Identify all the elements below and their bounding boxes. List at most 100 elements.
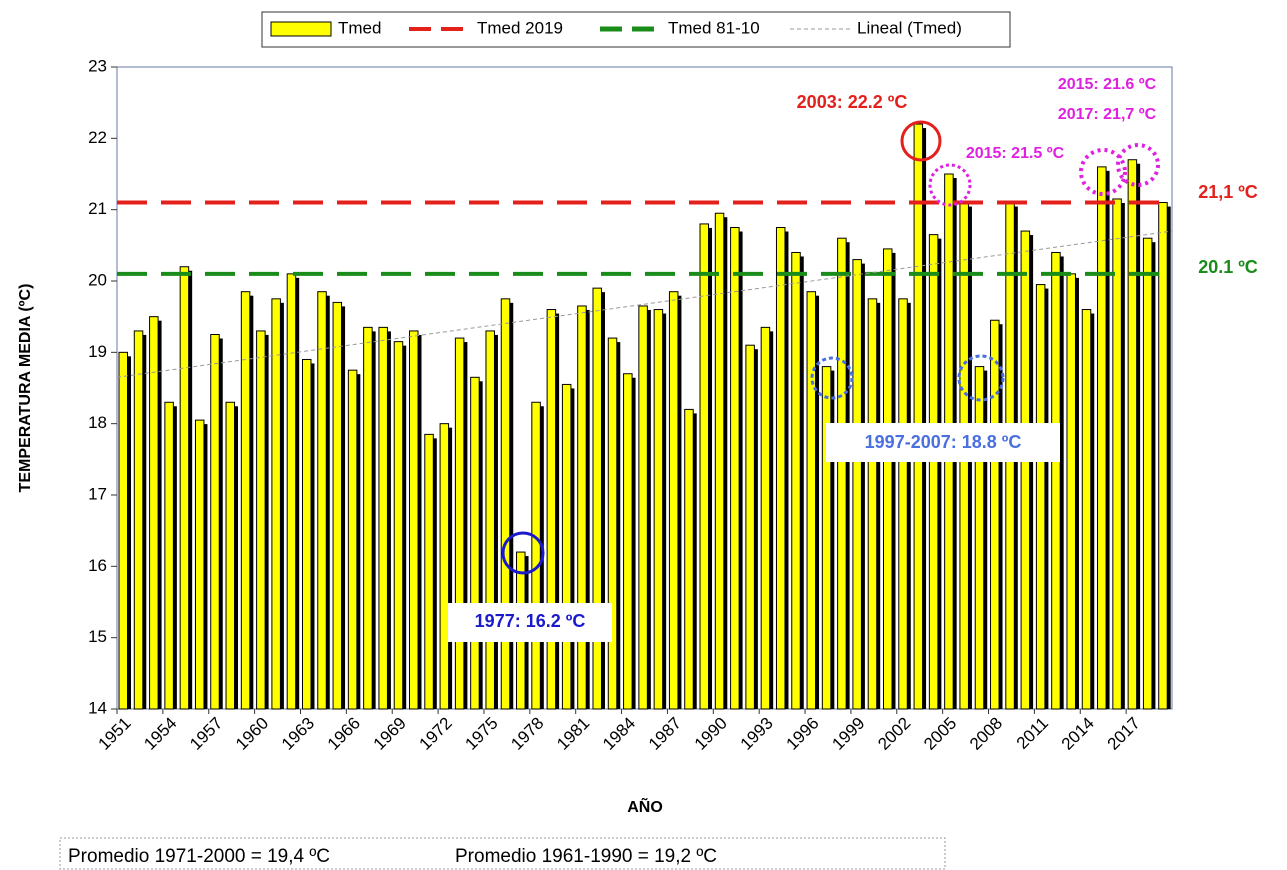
bar [990,319,1000,710]
legend-swatch [270,21,332,37]
bar [485,330,495,710]
x-tick-label: 1972 [416,714,456,754]
highlight-circle [1079,148,1127,196]
highlight-circle [810,356,854,400]
bar [500,298,511,710]
bar [806,291,817,710]
bar [745,344,755,710]
bar [271,298,281,710]
y-tick-label: 20 [88,270,107,289]
x-tick-label: 2008 [966,714,1006,754]
annotation: 1997-2007: 18.8 ºC [865,432,1022,452]
bar [821,366,832,710]
x-tick-label: 1963 [278,714,318,754]
bar [332,301,343,710]
bar [454,337,465,710]
annotation-box [826,423,1060,462]
bar [638,305,648,710]
bar [470,376,480,710]
y-tick-label: 16 [88,556,107,575]
bar [256,330,266,710]
x-tick-label: 1996 [783,714,823,754]
bar [164,401,174,710]
bar [577,305,587,710]
bar [424,433,434,710]
legend-label: Tmed [338,18,381,37]
legend-label: Tmed 81-10 [668,18,760,37]
x-tick-label: 2014 [1058,714,1098,754]
bar [317,291,327,710]
bar [301,358,312,710]
bar [653,309,664,710]
bar [133,330,144,710]
annotation: 20.1 ºC [1198,257,1258,277]
bar [1051,251,1061,710]
bar [684,408,694,710]
bar [179,266,190,710]
x-tick-label: 2017 [1104,714,1144,754]
legend-label: Tmed 2019 [477,18,563,37]
bar [1066,273,1076,710]
bar [118,351,128,710]
bar [1035,284,1046,710]
bar [286,273,297,710]
x-tick-label: 2005 [920,714,960,754]
bar [546,309,557,710]
annotation: 2003: 22.2 ºC [797,92,908,112]
bar [852,259,862,710]
highlight-circle [1116,143,1160,187]
annotation: 1977: 16.2 ºC [475,611,586,631]
y-tick-label: 15 [88,627,107,646]
bar [1112,198,1122,710]
bar [607,337,618,710]
annotation-box [448,603,612,642]
y-tick-label: 19 [88,342,107,361]
footer-text: Promedio 1971-2000 = 19,4 ºC [68,846,330,867]
y-tick-label: 23 [88,56,107,75]
bar [439,423,450,710]
bar [898,298,908,710]
y-tick-label: 22 [88,128,107,147]
bar [791,251,801,710]
x-tick-label: 2002 [874,714,914,754]
plot: 14 15 16 17 18 19 20 21 22 23 1951 1954 1957 1960 1963… [88,56,1173,754]
bar [699,223,710,710]
x-tick-label: 1969 [370,714,410,754]
bar [347,369,358,710]
x-tick-label: 1999 [828,714,868,754]
bar [882,248,893,710]
footer-text: Promedio 1961-1990 = 19,2 ºC [455,846,717,867]
x-tick-label: 1990 [691,714,731,754]
x-axis-title: AÑO [627,796,663,816]
annotation: 2015: 21.5 ºC [966,145,1065,162]
bar [1142,237,1153,710]
bar [668,291,679,710]
legend-label: Lineal (Tmed) [857,18,962,37]
bar [1020,230,1031,710]
footer-box [59,837,946,870]
highlight-circle [900,120,942,162]
x-tick-label: 2011 [1013,714,1052,753]
x-tick-label: 1966 [324,714,364,754]
x-tick-label: 1975 [461,714,501,754]
bar [149,316,159,710]
bar [592,287,602,710]
bar [1097,166,1107,710]
bar [1158,202,1168,710]
annotation: 2015: 21.6 ºC [1058,76,1157,93]
annotation: 21,1 ºC [1198,182,1258,202]
bar [225,401,236,710]
x-tick-label: 1954 [140,714,180,754]
bar [378,326,388,710]
y-axis-title: TEMPERATURA MEDIA (ºC) [17,284,34,493]
x-tick-label: 1993 [737,714,777,754]
bar [867,298,878,710]
highlight-circle [957,354,1005,402]
bar [760,326,771,710]
x-tick-label: 1951 [94,714,134,754]
x-tick-label: 1987 [645,714,685,754]
bar [837,237,847,710]
x-tick-label: 1984 [599,714,639,754]
x-tick-label: 1978 [507,714,547,754]
